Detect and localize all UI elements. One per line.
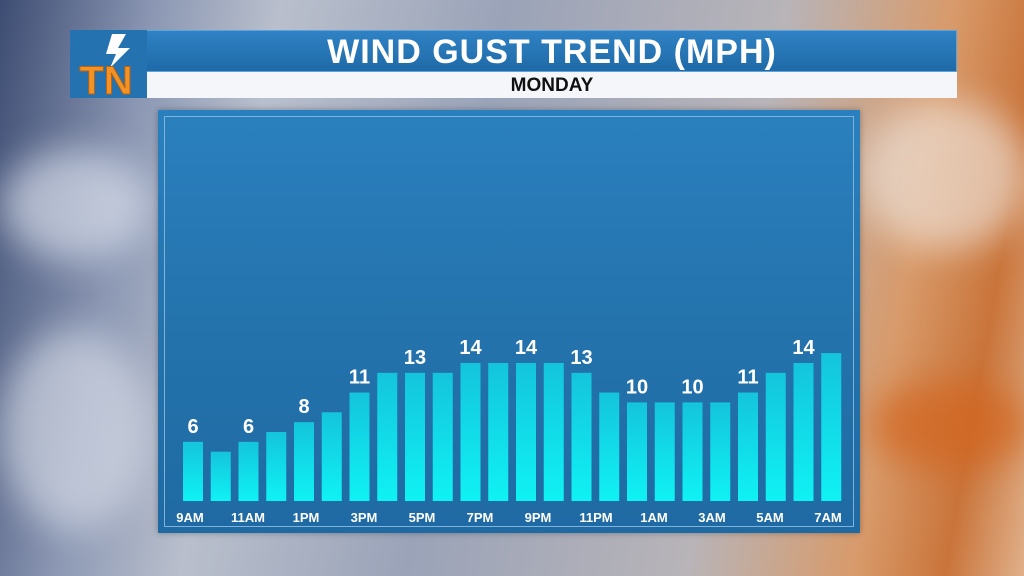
chart-title: WIND GUST TREND (MPH)	[327, 33, 777, 71]
x-tick-label: 3PM	[351, 510, 378, 525]
tn-logo: TN	[70, 30, 147, 98]
value-label: 14	[459, 337, 482, 359]
header: TN WIND GUST TREND (MPH) MONDAY	[70, 30, 957, 98]
bar	[627, 402, 647, 501]
svg-text:TN: TN	[79, 59, 132, 98]
x-tick-label: 9PM	[525, 510, 552, 525]
background-cloud	[0, 330, 150, 530]
value-label: 6	[243, 416, 254, 438]
value-label: 10	[681, 376, 703, 398]
bar	[488, 362, 509, 501]
bar	[738, 392, 758, 501]
bar	[432, 372, 453, 501]
bar	[793, 362, 814, 501]
chart-subtitle: MONDAY	[147, 72, 957, 98]
chart-panel: 6 6 8 11 13 14 14 13 10 10 11 14 9AM 11AM 1PM 3PM 5PM 7PM…	[158, 110, 860, 533]
value-label: 14	[515, 337, 538, 359]
x-tick-label: 11PM	[579, 510, 612, 525]
bar	[238, 441, 259, 501]
bar	[183, 441, 203, 501]
x-tick-label: 1AM	[640, 510, 667, 525]
bar	[349, 392, 370, 501]
bar	[765, 372, 786, 501]
value-label: 11	[737, 367, 758, 389]
bar	[294, 422, 314, 501]
bar	[682, 402, 703, 501]
background-cloud	[870, 380, 1024, 470]
bar	[821, 353, 842, 501]
bar	[516, 362, 536, 501]
x-tick-label: 9AM	[176, 510, 203, 525]
bar	[599, 392, 620, 501]
bar	[210, 451, 231, 501]
bar	[654, 402, 675, 501]
lightning-logo-icon: TN	[79, 34, 133, 98]
background-cloud	[860, 100, 1024, 250]
bar-chart: 6 6 8 11 13 14 14 13 10 10 11 14 9AM 11AM 1PM 3PM 5PM 7PM…	[176, 337, 842, 525]
x-tick-label: 3AM	[698, 510, 725, 525]
bar	[571, 372, 592, 501]
x-tick-label: 7PM	[467, 510, 494, 525]
x-tick-label: 5AM	[756, 510, 783, 525]
panel-border	[164, 116, 854, 527]
x-tick-label: 5PM	[409, 510, 436, 525]
bar	[543, 362, 564, 501]
title-band	[70, 30, 957, 72]
value-label: 8	[298, 396, 309, 418]
value-label: 6	[187, 416, 198, 438]
value-label: 13	[570, 347, 592, 369]
value-label: 10	[626, 376, 648, 398]
background-cloud	[0, 150, 150, 260]
bar	[266, 431, 287, 501]
value-label: 13	[404, 347, 426, 369]
x-tick-label: 1PM	[293, 510, 320, 525]
bar	[460, 362, 481, 501]
value-label: 11	[349, 367, 370, 389]
value-label: 14	[792, 337, 815, 359]
bar	[377, 372, 398, 501]
bar	[405, 372, 425, 501]
bar	[710, 402, 731, 501]
bar	[321, 412, 342, 501]
x-tick-label: 11AM	[231, 510, 265, 525]
x-tick-label: 7AM	[814, 510, 841, 525]
